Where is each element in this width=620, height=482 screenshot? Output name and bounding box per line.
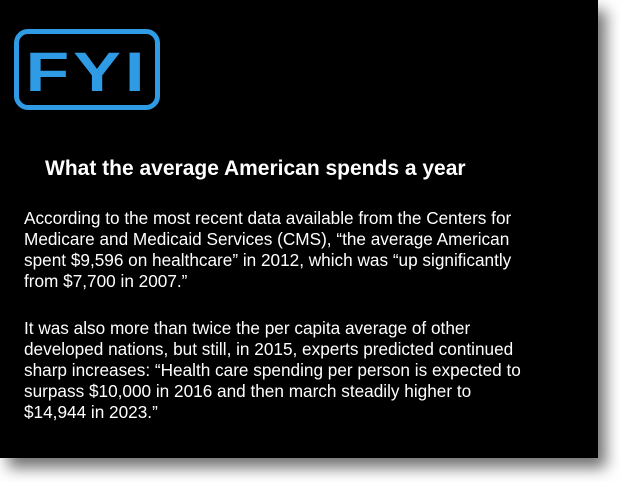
paragraph-line: spent $9,596 on healthcare” in 2012, whi… xyxy=(24,250,512,270)
paragraph-line: It was also more than twice the per capi… xyxy=(24,318,471,338)
paragraph-line: developed nations, but still, in 2015, e… xyxy=(24,339,514,359)
paragraph-2: It was also more than twice the per capi… xyxy=(24,318,584,423)
paragraph-line: surpass $10,000 in 2016 and then march s… xyxy=(24,381,472,401)
paragraph-1: According to the most recent data availa… xyxy=(24,208,584,292)
fyi-logo: FYI xyxy=(14,29,160,110)
paragraph-line: $14,944 in 2023.” xyxy=(24,402,158,422)
paragraph-line: According to the most recent data availa… xyxy=(24,208,512,228)
fyi-card: FYI What the average American spends a y… xyxy=(0,0,598,458)
paragraph-line: from $7,700 in 2007.” xyxy=(24,271,188,291)
paragraph-line: Medicare and Medicaid Services (CMS), “t… xyxy=(24,229,510,249)
paragraph-line: sharp increases: “Health care spending p… xyxy=(24,360,521,380)
fyi-logo-text: FYI xyxy=(25,39,149,103)
card-title: What the average American spends a year xyxy=(45,157,466,180)
